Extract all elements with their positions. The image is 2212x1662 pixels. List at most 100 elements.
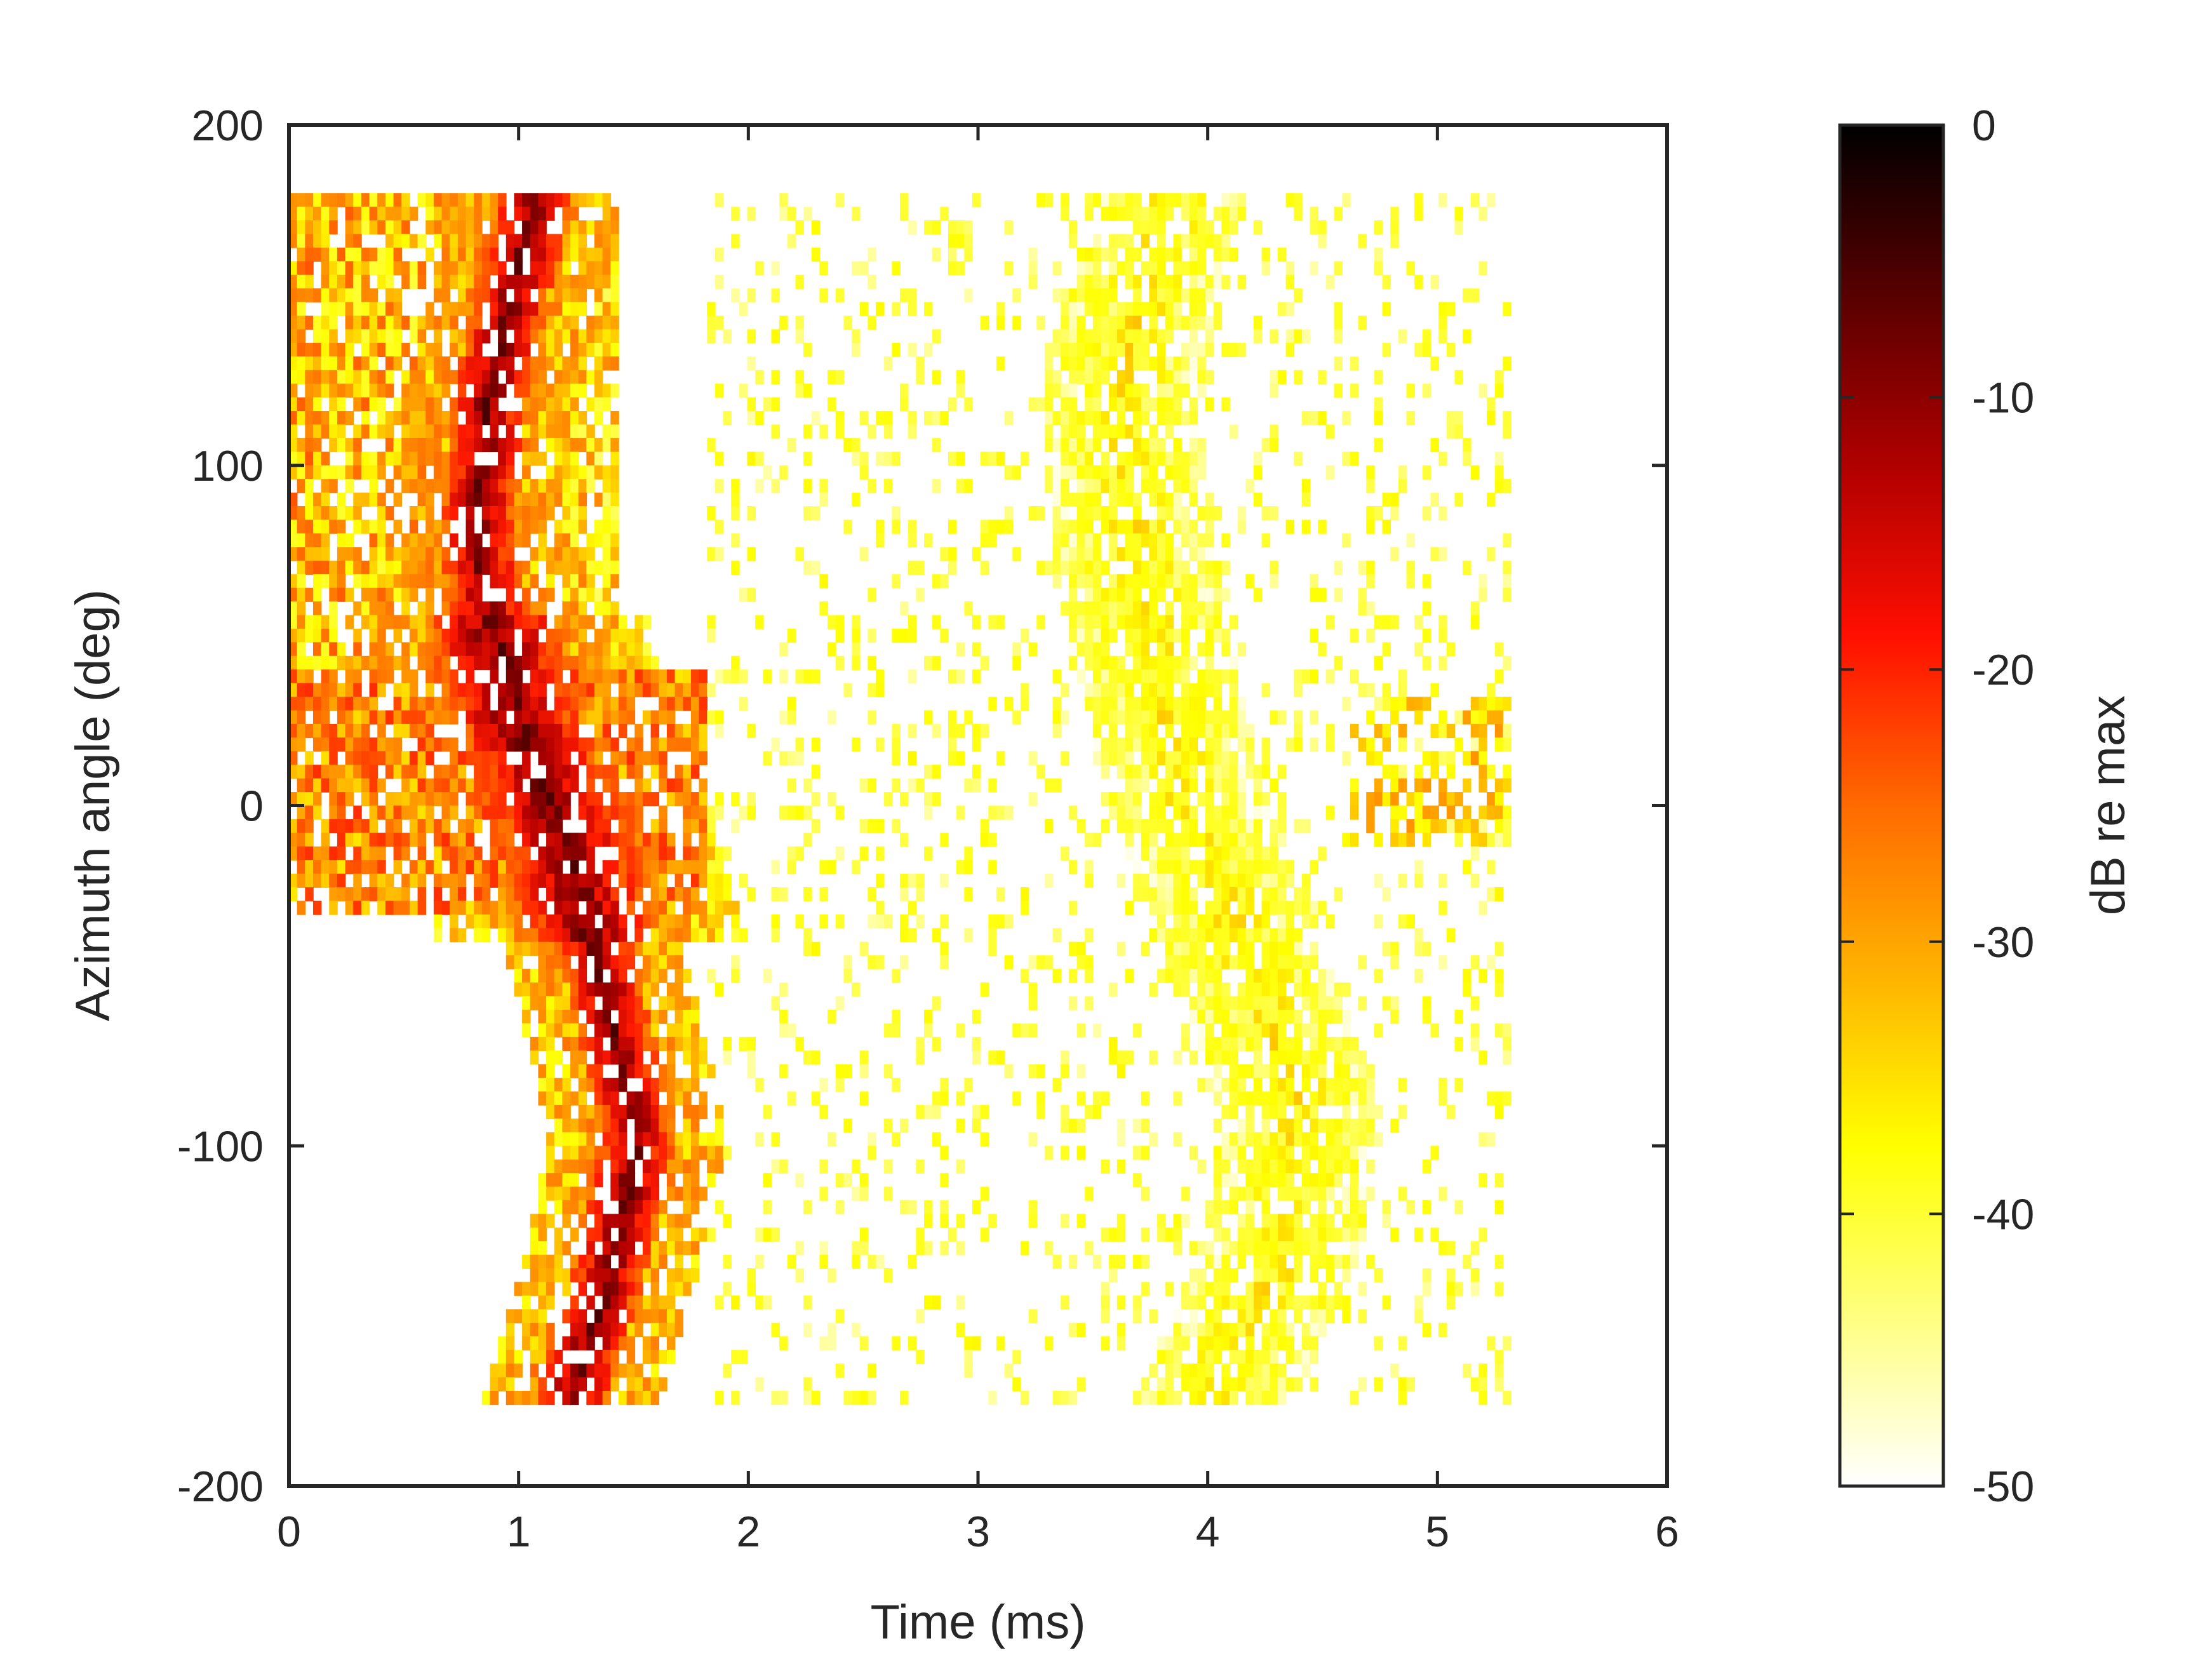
heatmap-cell (1149, 833, 1158, 847)
heatmap-cell (674, 887, 684, 902)
heatmap-cell (868, 479, 876, 493)
heatmap-cell (1085, 302, 1094, 316)
heatmap-cell (1438, 1241, 1447, 1256)
heatmap-cell (795, 220, 804, 235)
heatmap-cell (900, 206, 909, 221)
heatmap-cell (626, 1104, 636, 1120)
heatmap-cell (835, 411, 845, 426)
heatmap-cell (1133, 519, 1142, 534)
heatmap-cell (1254, 846, 1263, 861)
heatmap-cell (506, 655, 515, 670)
heatmap-cell (594, 533, 603, 548)
heatmap-cell (1230, 1186, 1238, 1201)
heatmap-cell (514, 438, 523, 453)
heatmap-cell (450, 669, 459, 684)
heatmap-cell (361, 778, 370, 793)
heatmap-cell (538, 697, 547, 711)
heatmap-cell (1358, 1050, 1367, 1065)
heatmap-cell (1085, 479, 1094, 493)
heatmap-cell (1181, 955, 1190, 970)
heatmap-cell (530, 1214, 539, 1228)
heatmap-cell (1270, 560, 1278, 575)
heatmap-cell (466, 193, 474, 208)
heatmap-cell (1463, 710, 1471, 725)
heatmap-cell (1446, 751, 1456, 766)
heatmap-cell (747, 723, 756, 739)
heatmap-cell (683, 833, 692, 847)
heatmap-cell (1149, 615, 1158, 629)
heatmap-cell (490, 302, 499, 316)
heatmap-cell (450, 274, 459, 289)
heatmap-cell (546, 247, 555, 262)
heatmap-cell (554, 642, 563, 657)
heatmap-cell (369, 220, 379, 235)
heatmap-cell (1261, 1023, 1271, 1038)
heatmap-cell (1285, 901, 1295, 915)
heatmap-cell (321, 751, 330, 766)
heatmap-cell (1173, 887, 1182, 902)
heatmap-cell (594, 751, 603, 766)
heatmap-cell (297, 601, 306, 616)
heatmap-cell (1230, 697, 1238, 711)
heatmap-cell (723, 846, 732, 861)
heatmap-cell (1221, 1036, 1230, 1052)
heatmap-cell (377, 397, 386, 412)
heatmap-cell (714, 901, 724, 915)
heatmap-cell (924, 655, 933, 670)
heatmap-cell (297, 574, 306, 589)
heatmap-cell (1221, 193, 1230, 208)
heatmap-cell (690, 846, 700, 861)
heatmap-cell (546, 193, 555, 208)
heatmap-cell (305, 316, 314, 330)
heatmap-cell (546, 329, 555, 344)
heatmap-cell (1494, 941, 1504, 956)
heatmap-cell (1478, 901, 1487, 915)
heatmap-cell (578, 805, 587, 820)
heatmap-cell (642, 1104, 652, 1120)
heatmap-cell (1294, 710, 1303, 725)
heatmap-cell (1173, 356, 1182, 371)
heatmap-cell (1181, 587, 1190, 602)
heatmap-cell (1116, 519, 1126, 534)
heatmap-cell (490, 206, 499, 221)
heatmap-cell (779, 642, 788, 657)
heatmap-cell (1237, 1091, 1247, 1106)
heatmap-cell (618, 1064, 627, 1078)
heatmap-cell (546, 669, 555, 684)
heatmap-cell (393, 547, 403, 561)
heatmap-cell (1205, 928, 1214, 942)
heatmap-cell (972, 723, 981, 739)
heatmap-cell (1478, 737, 1487, 752)
heatmap-cell (610, 560, 619, 575)
heatmap-cell (1125, 792, 1134, 807)
heatmap-cell (337, 438, 346, 453)
heatmap-cell (1503, 1036, 1512, 1052)
heatmap-cell (377, 887, 386, 902)
heatmap-cell (586, 316, 595, 330)
heatmap-cell (554, 683, 563, 697)
heatmap-cell (570, 1146, 579, 1160)
heatmap-cell (602, 1009, 612, 1024)
heatmap-cell (1470, 601, 1480, 616)
heatmap-cell (747, 805, 756, 820)
heatmap-cell (690, 901, 700, 915)
heatmap-cell (578, 356, 587, 371)
heatmap-cell (980, 1186, 989, 1201)
heatmap-cell (466, 479, 474, 493)
heatmap-cell (1382, 1214, 1391, 1228)
heatmap-cell (1478, 206, 1487, 221)
heatmap-cell (908, 1254, 917, 1269)
heatmap-cell (305, 697, 314, 711)
heatmap-cell (1036, 193, 1045, 208)
heatmap-cell (634, 655, 643, 670)
heatmap-cell (1237, 1036, 1247, 1052)
heatmap-cell (562, 452, 571, 466)
heatmap-cell (474, 342, 483, 358)
heatmap-cell (1398, 1078, 1407, 1092)
heatmap-cell (1277, 887, 1287, 902)
heatmap-cell (1189, 397, 1198, 412)
heatmap-cell (1101, 792, 1109, 807)
heatmap-cell (1374, 411, 1383, 426)
heatmap-cell (787, 1254, 796, 1269)
heatmap-cell (1181, 288, 1190, 303)
